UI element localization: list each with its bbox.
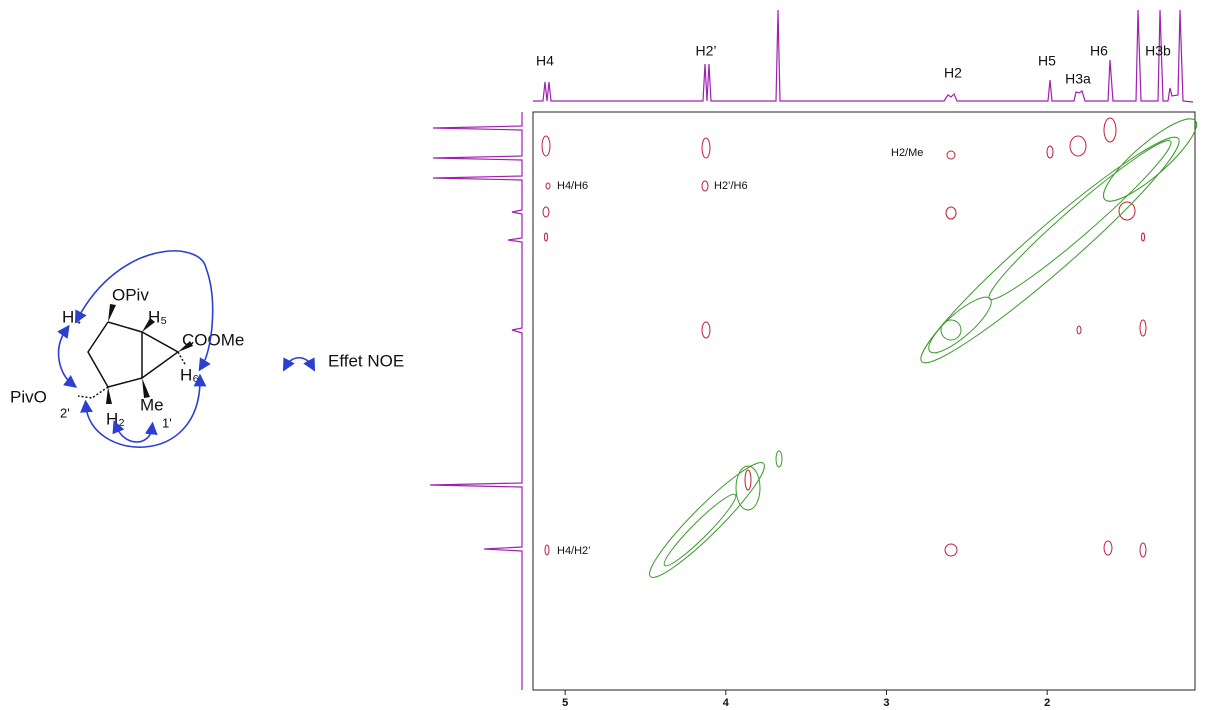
cross-peak bbox=[544, 232, 548, 242]
diagonal-contour bbox=[1103, 118, 1197, 202]
diagonal-contour bbox=[735, 465, 761, 511]
diagonal-contour bbox=[928, 296, 992, 354]
cross-peak bbox=[1076, 325, 1082, 335]
atom-label: 1' bbox=[162, 415, 172, 430]
cross-peak bbox=[945, 206, 957, 220]
cross-peak bbox=[701, 137, 711, 159]
crosspeak-label: H4/H6 bbox=[557, 180, 588, 192]
cross-peak bbox=[542, 206, 550, 218]
cross-peak bbox=[1118, 201, 1136, 221]
atom-label: COOMe bbox=[182, 330, 244, 349]
hashed-bond bbox=[77, 351, 187, 399]
atom-label: Me bbox=[140, 395, 164, 414]
molecule: OPiv H₄ H₅ COOMe H₆ PivO 2' H₂ Me 1' Eff… bbox=[10, 250, 404, 448]
diagonal-contour bbox=[775, 450, 783, 468]
peak-label: H3a bbox=[1065, 71, 1091, 87]
noe-arrow bbox=[112, 420, 158, 443]
atom-label: H₂ bbox=[106, 409, 125, 428]
diagonal-contour bbox=[940, 319, 962, 341]
wedge bbox=[108, 304, 116, 322]
cross-peak bbox=[946, 150, 956, 160]
atom-label: PivO bbox=[10, 387, 47, 406]
cross-peak bbox=[701, 180, 709, 192]
crosspeak-label: H2/Me bbox=[891, 147, 923, 159]
cross-peak bbox=[1103, 540, 1113, 556]
legend-arrow bbox=[282, 356, 316, 372]
peak-label: H2 bbox=[944, 65, 962, 81]
x-tick-label: 5 bbox=[562, 697, 568, 709]
top-trace bbox=[533, 9, 1194, 103]
wedge bbox=[106, 387, 112, 404]
cross-peak bbox=[541, 135, 551, 157]
cross-peak bbox=[1141, 232, 1145, 242]
noe-arrow bbox=[57, 324, 78, 388]
cross-peak bbox=[1139, 542, 1147, 558]
plot-frame bbox=[532, 111, 1196, 691]
crosspeak-label: H2’/H6 bbox=[714, 180, 748, 192]
noe-arrow bbox=[74, 250, 214, 372]
atom-label: H₅ bbox=[148, 307, 167, 326]
x-tick-label: 3 bbox=[883, 697, 889, 709]
cross-peak bbox=[1139, 319, 1147, 337]
cross-peaks bbox=[541, 117, 1147, 558]
cross-peak bbox=[1103, 117, 1117, 143]
cross-peak bbox=[544, 544, 550, 556]
crosspeak-label: H4/H2’ bbox=[557, 545, 591, 557]
legend-label: Effet NOE bbox=[328, 351, 404, 370]
cross-peak bbox=[545, 182, 551, 190]
peak-label: H3b bbox=[1145, 43, 1171, 59]
peak-label: H6 bbox=[1090, 43, 1108, 59]
diagonal-contour bbox=[663, 493, 737, 567]
diagonal bbox=[649, 118, 1197, 578]
peak-label: H5 bbox=[1038, 53, 1056, 69]
peak-label: H2’ bbox=[695, 43, 716, 59]
atom-label: 2' bbox=[60, 405, 70, 420]
ring-bonds bbox=[87, 321, 180, 388]
cross-peak bbox=[944, 543, 958, 557]
cross-peak bbox=[1069, 135, 1087, 157]
diagonal-contour bbox=[920, 136, 1180, 364]
atom-label: OPiv bbox=[112, 285, 149, 304]
diagonal-contour bbox=[988, 140, 1172, 300]
cross-peak bbox=[701, 321, 711, 339]
left-trace bbox=[429, 112, 523, 690]
cross-peak bbox=[1046, 145, 1054, 159]
atom-label: H₆ bbox=[180, 365, 199, 384]
peak-label: H4 bbox=[536, 53, 554, 69]
noe-arrow bbox=[80, 373, 207, 448]
cross-peak bbox=[744, 469, 752, 491]
diagonal-contour bbox=[649, 462, 765, 578]
x-tick-label: 2 bbox=[1044, 697, 1050, 709]
x-axis: 5 4 3 2 bbox=[562, 690, 1050, 709]
x-tick-label: 4 bbox=[723, 697, 730, 709]
